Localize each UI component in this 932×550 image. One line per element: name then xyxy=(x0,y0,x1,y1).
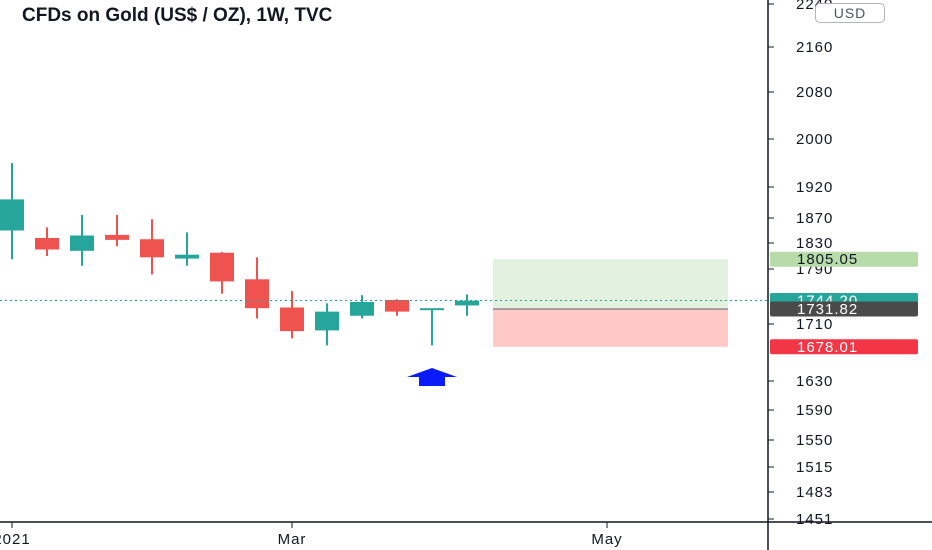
candle-body xyxy=(105,234,129,240)
time-tick-label: May xyxy=(591,531,622,548)
candle-body xyxy=(0,199,24,231)
price-tick-label: 1515 xyxy=(796,459,833,476)
candle xyxy=(70,214,94,266)
candle xyxy=(350,295,374,319)
price-tick-label: 1483 xyxy=(796,484,833,501)
candle-body xyxy=(175,254,199,259)
candle-body xyxy=(140,239,164,258)
price-tick-label: 1550 xyxy=(796,432,833,449)
candle-body xyxy=(280,307,304,332)
price-tick-label: 1830 xyxy=(796,235,833,252)
price-tick-label: 2080 xyxy=(796,84,833,101)
candles xyxy=(0,163,479,346)
currency-badge[interactable]: USD xyxy=(815,3,885,23)
candle xyxy=(105,214,129,247)
price-axis[interactable]: 2240216020802000192018701830179017101630… xyxy=(767,0,833,550)
entry-price-tag-label: 1731.82 xyxy=(797,301,858,318)
candle xyxy=(140,219,164,275)
price-tick-label: 2000 xyxy=(796,131,833,148)
candle-body xyxy=(210,252,234,282)
target-zone[interactable] xyxy=(493,259,728,309)
position-zones[interactable] xyxy=(493,259,728,347)
candle-body xyxy=(455,300,479,306)
candle xyxy=(280,291,304,339)
time-tick-label: 2021 xyxy=(0,531,31,548)
candle xyxy=(420,308,444,346)
price-tick-label: 1920 xyxy=(796,179,833,196)
candle-body xyxy=(385,299,409,312)
price-tick-label: 1590 xyxy=(796,402,833,419)
target-price-tag-label: 1805.05 xyxy=(797,251,858,268)
time-tick-label: Mar xyxy=(278,531,307,548)
price-tick-label: 1710 xyxy=(796,316,833,333)
candle xyxy=(175,232,199,266)
chart-title: CFDs on Gold (US$ / OZ), 1W, TVC xyxy=(22,5,333,26)
price-tick-label: 1870 xyxy=(796,210,833,227)
price-tick-label: 2160 xyxy=(796,39,833,56)
entry-price-tag-bg xyxy=(770,301,918,317)
candle-body xyxy=(350,302,374,316)
price-tick-label: 1630 xyxy=(796,373,833,390)
time-axis[interactable]: 2021 Mar May xyxy=(0,521,932,548)
candle xyxy=(315,303,339,346)
stop-price-tag: 1678.01 xyxy=(770,339,918,356)
candle xyxy=(455,294,479,316)
entry-price-tag: 1731.82 xyxy=(770,301,918,318)
candle-body xyxy=(315,311,339,331)
target-price-tag: 1805.05 xyxy=(770,251,918,268)
candle-body xyxy=(420,308,444,311)
candle xyxy=(245,257,269,319)
candle xyxy=(210,252,234,294)
stop-zone[interactable] xyxy=(493,308,728,347)
candle-body xyxy=(35,238,59,250)
buy-arrow-icon[interactable] xyxy=(407,368,457,386)
candle-body xyxy=(245,279,269,309)
candle xyxy=(385,299,409,316)
target-price-tag-bg xyxy=(770,251,918,267)
stop-price-tag-label: 1678.01 xyxy=(797,339,858,356)
candle-body xyxy=(70,235,94,251)
candle xyxy=(35,227,59,256)
stop-price-tag-bg xyxy=(770,339,918,355)
price-tick-label: 1451 xyxy=(796,511,833,528)
candle xyxy=(0,163,24,260)
